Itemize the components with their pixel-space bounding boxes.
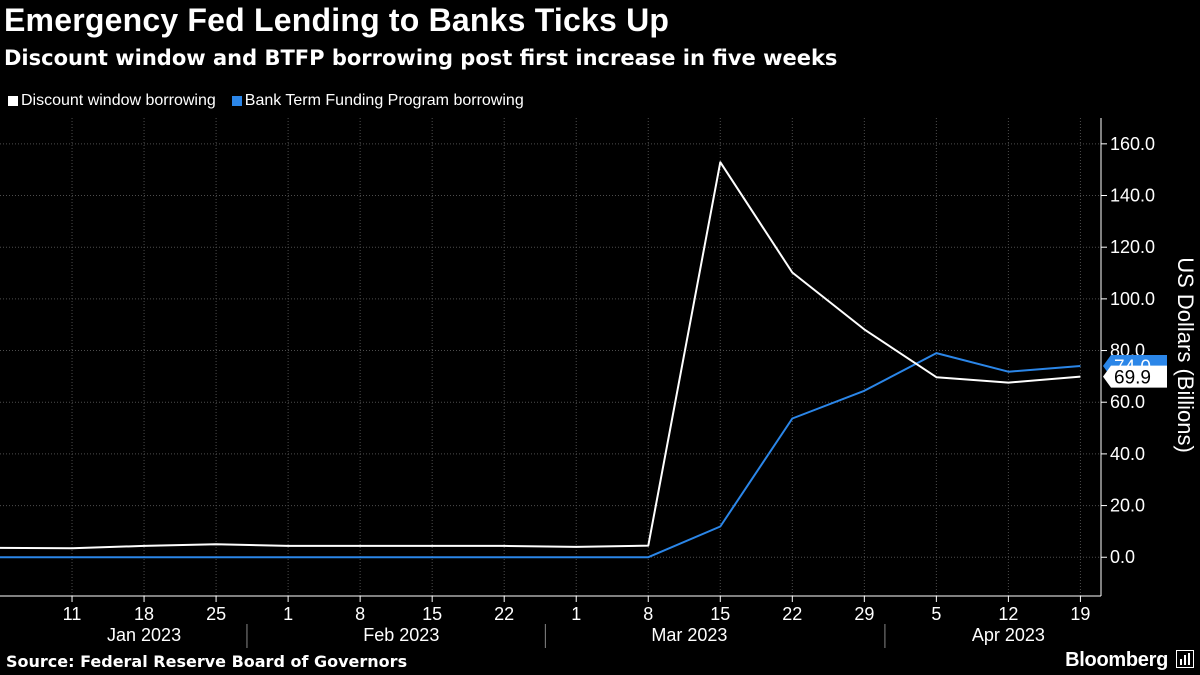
x-tick-label: 12 xyxy=(998,604,1018,624)
legend-item-btfp: Bank Term Funding Program borrowing xyxy=(231,92,524,110)
x-tick-label: 8 xyxy=(355,604,365,624)
x-tick-label: 22 xyxy=(782,604,802,624)
y-axis-title: US Dollars (Billions) xyxy=(1173,257,1198,453)
discount-flag xyxy=(1103,365,1167,388)
x-tick-label: 15 xyxy=(710,604,730,624)
series-line-discount xyxy=(0,161,1081,550)
x-tick-label: 22 xyxy=(494,604,514,624)
chart-title: Emergency Fed Lending to Banks Ticks Up xyxy=(4,2,670,38)
x-tick-label: 8 xyxy=(643,604,653,624)
x-tick-label: 5 xyxy=(931,604,941,624)
y-tick-label: 100.0 xyxy=(1110,289,1155,309)
legend-label-discount: Discount window borrowing xyxy=(21,92,216,109)
x-tick-label: 1 xyxy=(571,604,581,624)
y-tick-label: 160.0 xyxy=(1110,134,1155,154)
legend-swatch-btfp xyxy=(231,96,242,106)
x-tick-label: 15 xyxy=(422,604,442,624)
month-label: Apr 2023 xyxy=(972,625,1045,645)
x-tick-label: 25 xyxy=(206,604,226,624)
legend: Discount window borrowing Bank Term Fund… xyxy=(8,90,540,112)
legend-label-btfp: Bank Term Funding Program borrowing xyxy=(244,92,524,109)
bloomberg-terminal-icon xyxy=(1176,650,1194,668)
x-tick-label: 29 xyxy=(854,604,874,624)
y-tick-label: 120.0 xyxy=(1110,237,1155,257)
month-label: Feb 2023 xyxy=(363,625,439,645)
x-tick-label: 18 xyxy=(134,604,154,624)
source-note: Source: Federal Reserve Board of Governo… xyxy=(6,652,408,671)
legend-swatch-discount xyxy=(8,96,18,106)
x-tick-label: 19 xyxy=(1070,604,1090,624)
y-tick-label: 20.0 xyxy=(1110,496,1145,516)
series-line-btfp xyxy=(0,352,1081,559)
discount-value-label: 69.9 xyxy=(1114,368,1151,389)
month-label: Jan 2023 xyxy=(107,625,181,645)
bloomberg-logo: Bloomberg xyxy=(1065,649,1168,671)
x-tick-label: 11 xyxy=(63,604,82,624)
y-tick-label: 40.0 xyxy=(1110,444,1145,464)
chart-subtitle: Discount window and BTFP borrowing post … xyxy=(4,46,838,70)
y-tick-label: 0.0 xyxy=(1110,547,1135,567)
month-label: Mar 2023 xyxy=(651,625,727,645)
y-tick-label: 140.0 xyxy=(1110,186,1155,206)
y-tick-label: 60.0 xyxy=(1110,392,1145,412)
x-tick-label: 1 xyxy=(283,604,293,624)
legend-item-discount: Discount window borrowing xyxy=(8,92,216,110)
